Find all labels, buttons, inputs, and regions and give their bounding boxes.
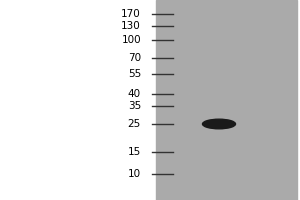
Text: 130: 130 [121, 21, 141, 31]
Text: 15: 15 [128, 147, 141, 157]
Text: 10: 10 [128, 169, 141, 179]
Text: 100: 100 [122, 35, 141, 45]
Bar [156, 0, 297, 200]
Ellipse shape [202, 119, 236, 129]
Text: 25: 25 [128, 119, 141, 129]
Text: 70: 70 [128, 53, 141, 63]
Text: 35: 35 [128, 101, 141, 111]
Text: 40: 40 [128, 89, 141, 99]
Text: 55: 55 [128, 69, 141, 79]
Text: 170: 170 [121, 9, 141, 19]
